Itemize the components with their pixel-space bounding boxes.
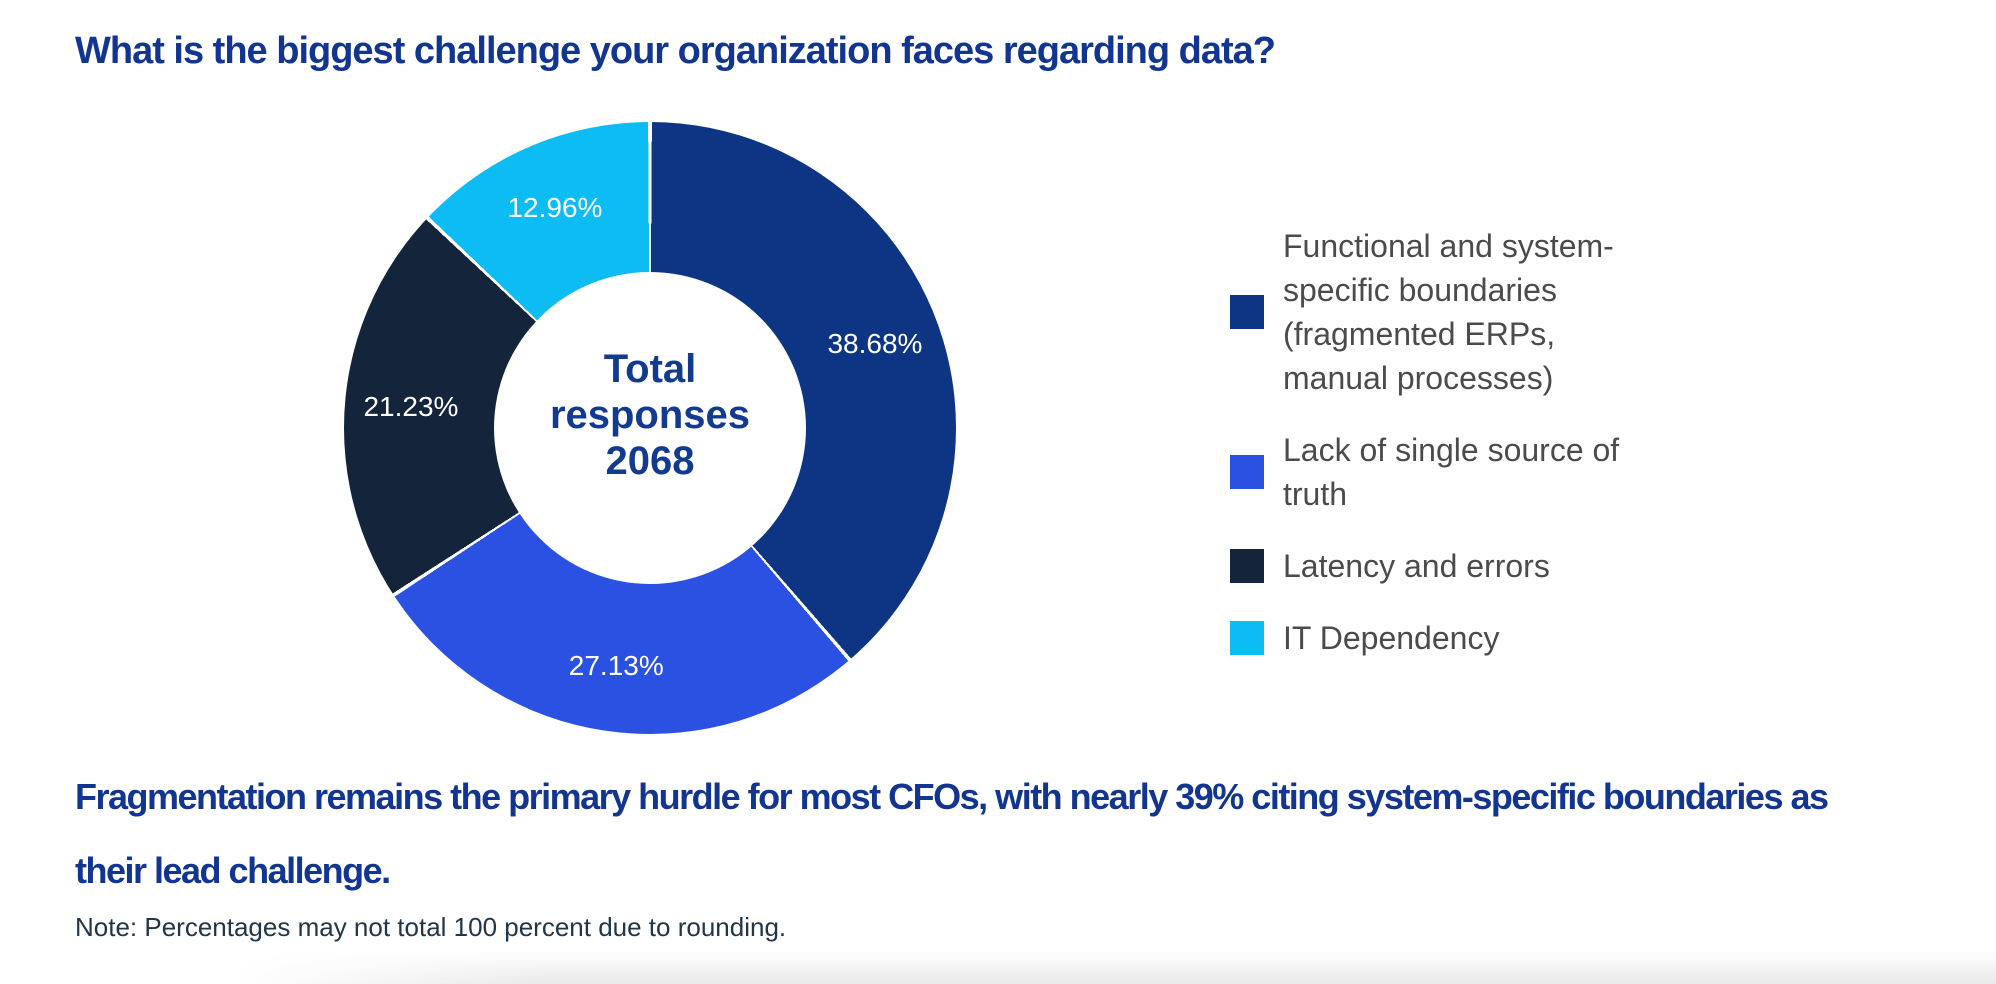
slice-label-it-dependency: 12.96%: [507, 191, 603, 223]
page-title: What is the biggest challenge your organ…: [75, 30, 1276, 72]
takeaway-text: Fragmentation remains the primary hurdle…: [75, 760, 1975, 908]
legend-item-single-source: Lack of single source of truth: [1230, 428, 1660, 516]
legend-swatch-icon: [1230, 455, 1264, 489]
legend-label: Functional and system-specific boundarie…: [1283, 228, 1614, 396]
legend-item-latency-errors: Latency and errors: [1230, 544, 1660, 588]
slice-label-functional-boundaries: 38.68%: [827, 328, 923, 360]
donut-hole: [494, 272, 806, 584]
legend-label: IT Dependency: [1283, 620, 1500, 656]
legend-swatch-icon: [1230, 621, 1264, 655]
legend-item-functional-boundaries: Functional and system-specific boundarie…: [1230, 224, 1660, 400]
legend-swatch-icon: [1230, 549, 1264, 583]
legend-label: Lack of single source of truth: [1283, 432, 1620, 512]
takeaway-line1: Fragmentation remains the primary hurdle…: [75, 776, 1829, 817]
legend-item-it-dependency: IT Dependency: [1230, 616, 1660, 660]
slice-label-latency-errors: 21.23%: [363, 390, 459, 422]
footer-gradient-bar: [0, 950, 1996, 984]
note-text: Note: Percentages may not total 100 perc…: [75, 912, 787, 942]
legend-label: Latency and errors: [1283, 548, 1550, 584]
slice-label-single-source: 27.13%: [568, 649, 664, 681]
donut-chart: 38.68% 27.13% 21.23% 12.96% Total respon…: [344, 122, 956, 734]
legend: Functional and system-specific boundarie…: [1230, 224, 1660, 660]
legend-swatch-icon: [1230, 295, 1264, 329]
takeaway-line2: their lead challenge.: [75, 850, 391, 891]
